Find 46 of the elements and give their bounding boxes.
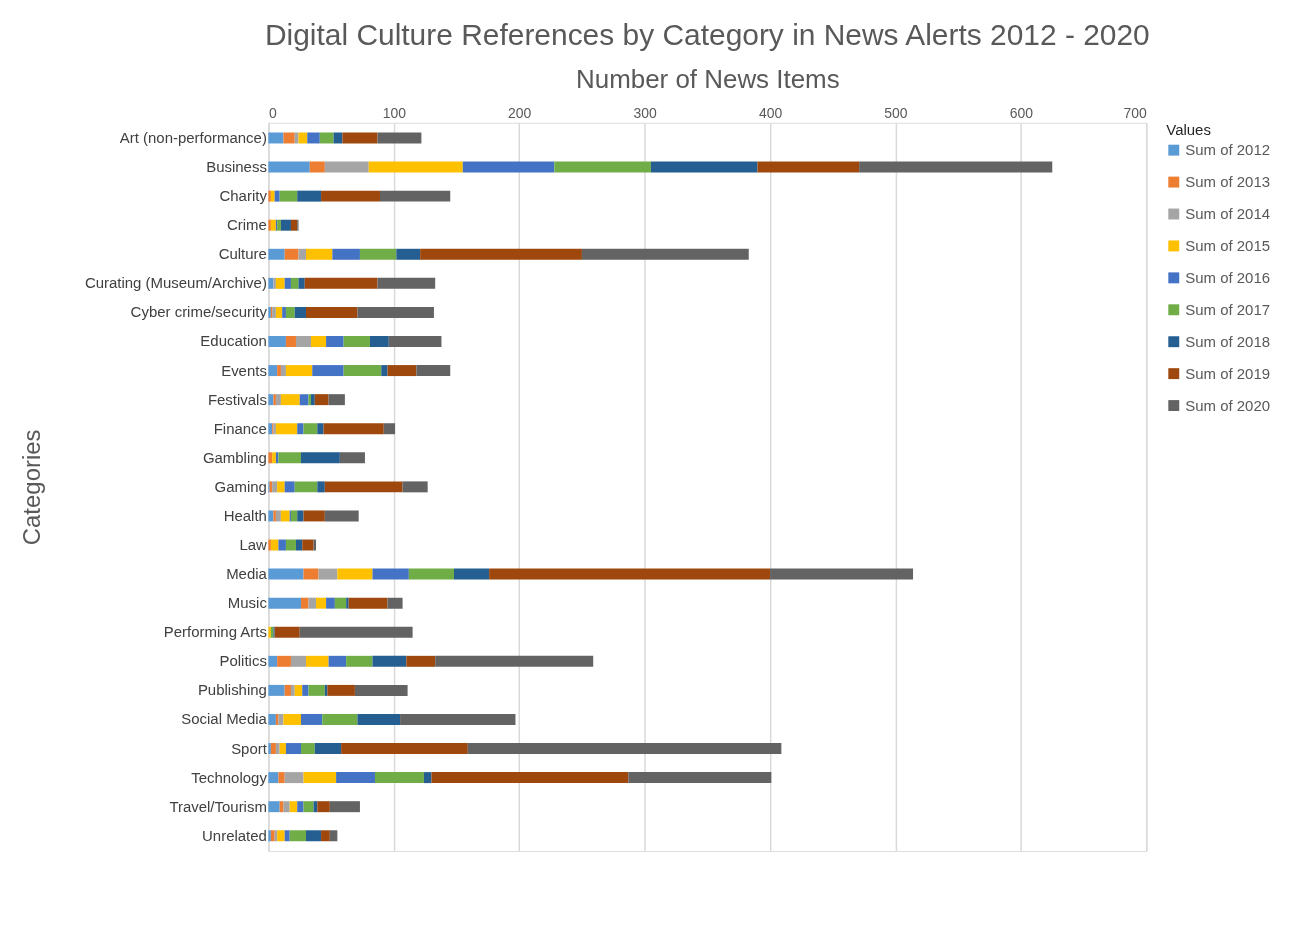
- legend-label: Sum of 2018: [1185, 332, 1271, 350]
- y-tick-label: Travel/Tourism: [169, 797, 267, 815]
- x-tick-label: 100: [382, 105, 407, 122]
- y-tick-label: Education: [200, 332, 267, 350]
- y-tick-label: Technology: [191, 768, 268, 786]
- y-tick-label: Media: [226, 565, 268, 583]
- y-tick-label: Charity: [219, 187, 268, 205]
- legend-label: Sum of 2013: [1185, 173, 1271, 191]
- y-tick-label: Crime: [227, 216, 267, 234]
- y-tick-label: Culture: [218, 245, 267, 263]
- x-tick-label: 700: [1123, 105, 1148, 122]
- y-tick-label: Performing Arts: [163, 623, 267, 641]
- chart-title: Digital Culture References by Category in News Alerts 2012 - 2020: [264, 17, 1150, 51]
- legend-label: Sum of 2015: [1185, 236, 1271, 254]
- y-tick-label: Music: [227, 594, 268, 612]
- legend-title: Values: [1166, 120, 1211, 138]
- y-tick-label: Business: [206, 158, 267, 176]
- x-tick-label: 400: [758, 105, 783, 122]
- x-tick-label: 500: [884, 105, 908, 122]
- x-tick-label: 300: [633, 105, 658, 122]
- legend-label: Sum of 2020: [1185, 396, 1271, 414]
- y-tick-label: Curating (Museum/Archive): [84, 274, 267, 292]
- legend-label: Sum of 2012: [1185, 141, 1271, 159]
- x-tick-label: 200: [508, 105, 532, 122]
- y-tick-label: Unrelated: [202, 826, 267, 844]
- legend-label: Sum of 2019: [1185, 364, 1271, 382]
- y-tick-label: Publishing: [197, 681, 267, 699]
- x-axis-title: Number of News Items: [576, 65, 840, 94]
- y-tick-label: Finance: [213, 419, 267, 437]
- y-axis-title: Categories: [17, 429, 45, 546]
- y-tick-label: Cyber crime/security: [130, 303, 268, 321]
- y-tick-label: Events: [221, 361, 267, 379]
- legend-label: Sum of 2016: [1185, 268, 1271, 286]
- x-tick-label: 0: [268, 105, 277, 122]
- y-tick-label: Politics: [219, 652, 267, 670]
- y-tick-label: Gambling: [202, 448, 267, 466]
- y-tick-label: Festivals: [207, 390, 267, 408]
- y-tick-label: Social Media: [181, 710, 268, 728]
- x-tick-label: 600: [1009, 105, 1034, 122]
- legend-label: Sum of 2014: [1185, 204, 1271, 222]
- y-tick-label: Gaming: [214, 477, 267, 495]
- y-tick-label: Health: [223, 506, 267, 524]
- legend-label: Sum of 2017: [1185, 300, 1271, 318]
- y-tick-label: Law: [239, 536, 268, 554]
- y-tick-label: Sport: [231, 739, 268, 757]
- y-tick-label: Art (non-performance): [119, 128, 267, 146]
